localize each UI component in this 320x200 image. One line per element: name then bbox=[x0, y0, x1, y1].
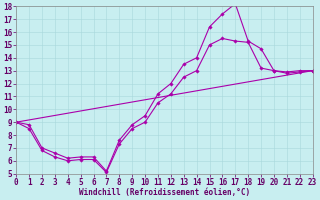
X-axis label: Windchill (Refroidissement éolien,°C): Windchill (Refroidissement éolien,°C) bbox=[79, 188, 250, 197]
